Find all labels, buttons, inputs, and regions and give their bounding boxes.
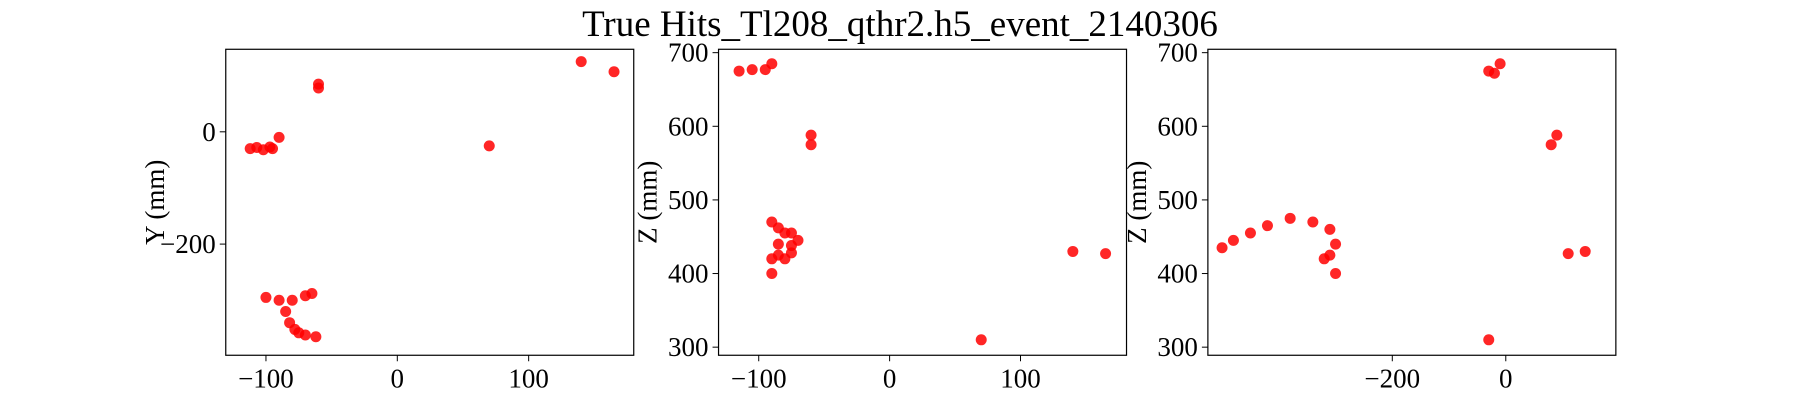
point <box>280 305 292 317</box>
point <box>1330 238 1342 250</box>
point <box>1494 58 1506 70</box>
point <box>772 238 784 250</box>
point <box>1261 220 1273 232</box>
x-tick-label: 100 <box>508 363 549 393</box>
point <box>310 331 322 343</box>
point <box>1330 268 1342 280</box>
axes-frame <box>225 48 635 356</box>
point <box>1579 245 1591 257</box>
point <box>975 334 987 346</box>
x-tick-label: −100 <box>238 363 294 393</box>
point <box>766 58 778 70</box>
point <box>805 129 817 141</box>
point <box>766 253 778 265</box>
subplot: −100 0 100 300 400 500 600 700 Z (mm) <box>633 38 1128 393</box>
axes-frame <box>1207 48 1617 356</box>
point <box>785 227 797 239</box>
y-tick-label: 0 <box>202 117 216 147</box>
point <box>299 329 311 341</box>
point <box>260 291 272 303</box>
x-tick-label: −200 <box>1364 363 1420 393</box>
point <box>1551 129 1563 141</box>
point <box>1100 248 1112 260</box>
axes-frame <box>717 48 1128 356</box>
point <box>785 247 797 259</box>
y-tick-label: 500 <box>1157 185 1198 215</box>
x-tick-label: 100 <box>1000 363 1041 393</box>
y-axis-label: Z (mm) <box>1122 161 1152 244</box>
point <box>286 294 298 306</box>
point <box>1562 248 1574 260</box>
point <box>273 131 285 143</box>
y-axis-label: Y (mm) <box>140 160 170 245</box>
x-tick-label: 0 <box>391 363 405 393</box>
point <box>575 56 587 68</box>
point <box>1227 234 1239 246</box>
point <box>1545 139 1557 151</box>
point <box>746 64 758 76</box>
x-tick-label: −100 <box>731 363 787 393</box>
point <box>306 288 318 300</box>
y-tick-label: 300 <box>1157 332 1198 362</box>
point <box>1483 334 1495 346</box>
subplot: −200 0 300 400 500 600 700 Z (mm) <box>1122 38 1617 393</box>
y-tick-label: 400 <box>668 259 709 289</box>
figure-title: True Hits_Tl208_qthr2.h5_event_2140306 <box>582 4 1218 45</box>
point <box>733 65 745 77</box>
point <box>267 143 279 155</box>
point <box>1488 67 1500 79</box>
y-tick-label: 600 <box>1157 111 1198 141</box>
y-tick-label: 300 <box>668 332 709 362</box>
point <box>1244 227 1256 239</box>
point <box>1216 242 1228 254</box>
y-tick-label: 600 <box>668 111 709 141</box>
subplot: −100 0 100 −200 0 Y (mm) <box>140 48 635 393</box>
y-tick-label: −200 <box>160 229 216 259</box>
point <box>273 294 285 306</box>
point <box>1324 223 1336 235</box>
x-tick-label: 0 <box>1499 363 1513 393</box>
point <box>312 82 324 94</box>
point <box>766 268 778 280</box>
point <box>483 140 495 152</box>
point <box>1307 216 1319 228</box>
x-tick-label: 0 <box>883 363 897 393</box>
y-tick-label: 500 <box>668 185 709 215</box>
point <box>1284 212 1296 224</box>
point <box>1067 245 1079 257</box>
point <box>805 139 817 151</box>
point <box>1318 253 1330 265</box>
point <box>608 66 620 78</box>
y-axis-label: Z (mm) <box>633 161 663 244</box>
y-tick-label: 700 <box>668 38 709 68</box>
y-tick-label: 700 <box>1157 38 1198 68</box>
y-tick-label: 400 <box>1157 259 1198 289</box>
